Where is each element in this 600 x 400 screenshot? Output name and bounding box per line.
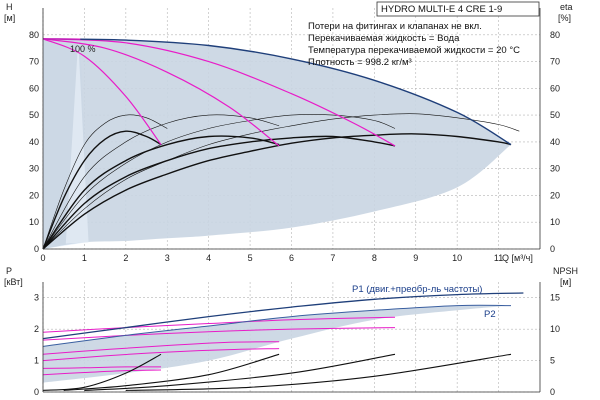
condition-note: Плотность = 998.2 кг/м³ (308, 57, 412, 68)
npsh-curve (84, 353, 396, 391)
x-tick-label: 0 (40, 253, 45, 263)
p1-max-curve (42, 292, 524, 340)
npsh-axis-unit: [м] (560, 277, 571, 287)
p1-series-label: P1 (двиг.+преобр-ль частоты) (352, 284, 482, 295)
x-tick-label: 10 (452, 253, 462, 263)
x-tick-label: 6 (289, 253, 294, 263)
power-speed-curve (42, 366, 162, 369)
curves (42, 38, 524, 391)
y-left-tick-label: 70 (29, 57, 39, 67)
npsh-axis-label: NPSH (553, 266, 578, 276)
npsh-curve (125, 353, 512, 391)
npsh-right-tick-label: 15 (550, 293, 560, 303)
title-box (376, 1, 540, 17)
y-left-axis-unit: [м] (4, 13, 15, 23)
y-right-axis-label: eta (560, 2, 573, 12)
x-tick-label: 4 (206, 253, 211, 263)
head-speed-curve (42, 38, 396, 147)
p-left-tick-label: 2 (34, 324, 39, 334)
eta-curve (42, 135, 396, 250)
y-left-tick-label: 10 (29, 217, 39, 227)
x-tick-label: 3 (165, 253, 170, 263)
y-left-axis-label: H (6, 2, 13, 12)
y-left-tick-label: 80 (29, 30, 39, 40)
head-speed-curve (42, 38, 162, 145)
condition-note: Перекачиваемая жидкость = Вода (308, 33, 460, 44)
p-left-tick-label: 3 (34, 293, 39, 303)
power-speed-curve (42, 327, 396, 341)
y-right-tick-label: 20 (550, 190, 560, 200)
eta-thin-curve (42, 113, 520, 250)
npsh-curve (63, 353, 280, 391)
x-tick-label: 5 (248, 253, 253, 263)
chart-title: HYDRO MULTI-E 4 CRE 1-9 (381, 4, 502, 15)
x-tick-label: 8 (372, 253, 377, 263)
eta-curve (42, 133, 512, 250)
eta-thin-curve (42, 114, 168, 250)
x-tick-label: 2 (123, 253, 128, 263)
x-tick-label: 9 (413, 253, 418, 263)
x-tick-label: 7 (330, 253, 335, 263)
npsh-right-tick-label: 0 (550, 387, 555, 397)
power-envelope-area (43, 305, 511, 383)
eta-curve (42, 135, 280, 250)
y-left-tick-label: 0 (34, 244, 39, 254)
x-tick-label: 1 (82, 253, 87, 263)
head-speed-curve (42, 38, 280, 147)
power-speed-curve (42, 348, 280, 362)
axes (42, 8, 541, 393)
eta-thin-curve (42, 114, 396, 250)
npsh-right-tick-label: 5 (550, 356, 555, 366)
y-right-tick-label: 0 (550, 244, 555, 254)
y-right-tick-label: 40 (550, 137, 560, 147)
y-right-axis-unit: [%] (558, 13, 571, 23)
x-tick-label: 11 (494, 253, 503, 263)
y-left-tick-label: 40 (29, 137, 39, 147)
head-max-curve (42, 38, 512, 146)
p2-max-curve (42, 304, 512, 347)
p-left-tick-label: 0 (34, 387, 39, 397)
y-right-tick-label: 80 (550, 30, 560, 40)
power-speed-curve (42, 369, 162, 376)
power-speed-curve (42, 341, 280, 355)
power-speed-curve (42, 316, 396, 333)
y-left-tick-label: 60 (29, 83, 39, 93)
npsh-right-tick-label: 10 (550, 324, 560, 334)
x-axis-label: Q [м³/ч] (502, 253, 533, 263)
y-right-tick-label: 60 (550, 83, 560, 93)
y-right-tick-label: 50 (550, 110, 560, 120)
npsh-curve (42, 353, 162, 391)
p-left-tick-label: 1 (34, 356, 39, 366)
y-right-tick-label: 30 (550, 164, 560, 174)
p-axis-unit: [кВт] (4, 277, 23, 287)
eta-curve (42, 130, 162, 250)
y-right-tick-label: 10 (550, 217, 560, 227)
y-left-tick-label: 20 (29, 190, 39, 200)
y-right-tick-label: 70 (550, 57, 560, 67)
p2-series-label: P2 (484, 309, 496, 320)
speed-annotation: 100 % (70, 44, 96, 54)
y-left-tick-label: 50 (29, 110, 39, 120)
condition-note: Потери на фитингах и клапанах не вкл. (308, 21, 482, 32)
eta-thin-curve (42, 114, 280, 250)
condition-note: Температура перекачиваемой жидкости = 20… (308, 45, 520, 56)
p-axis-label: P (6, 266, 12, 276)
operating-envelope (43, 38, 511, 383)
y-left-tick-label: 30 (29, 164, 39, 174)
